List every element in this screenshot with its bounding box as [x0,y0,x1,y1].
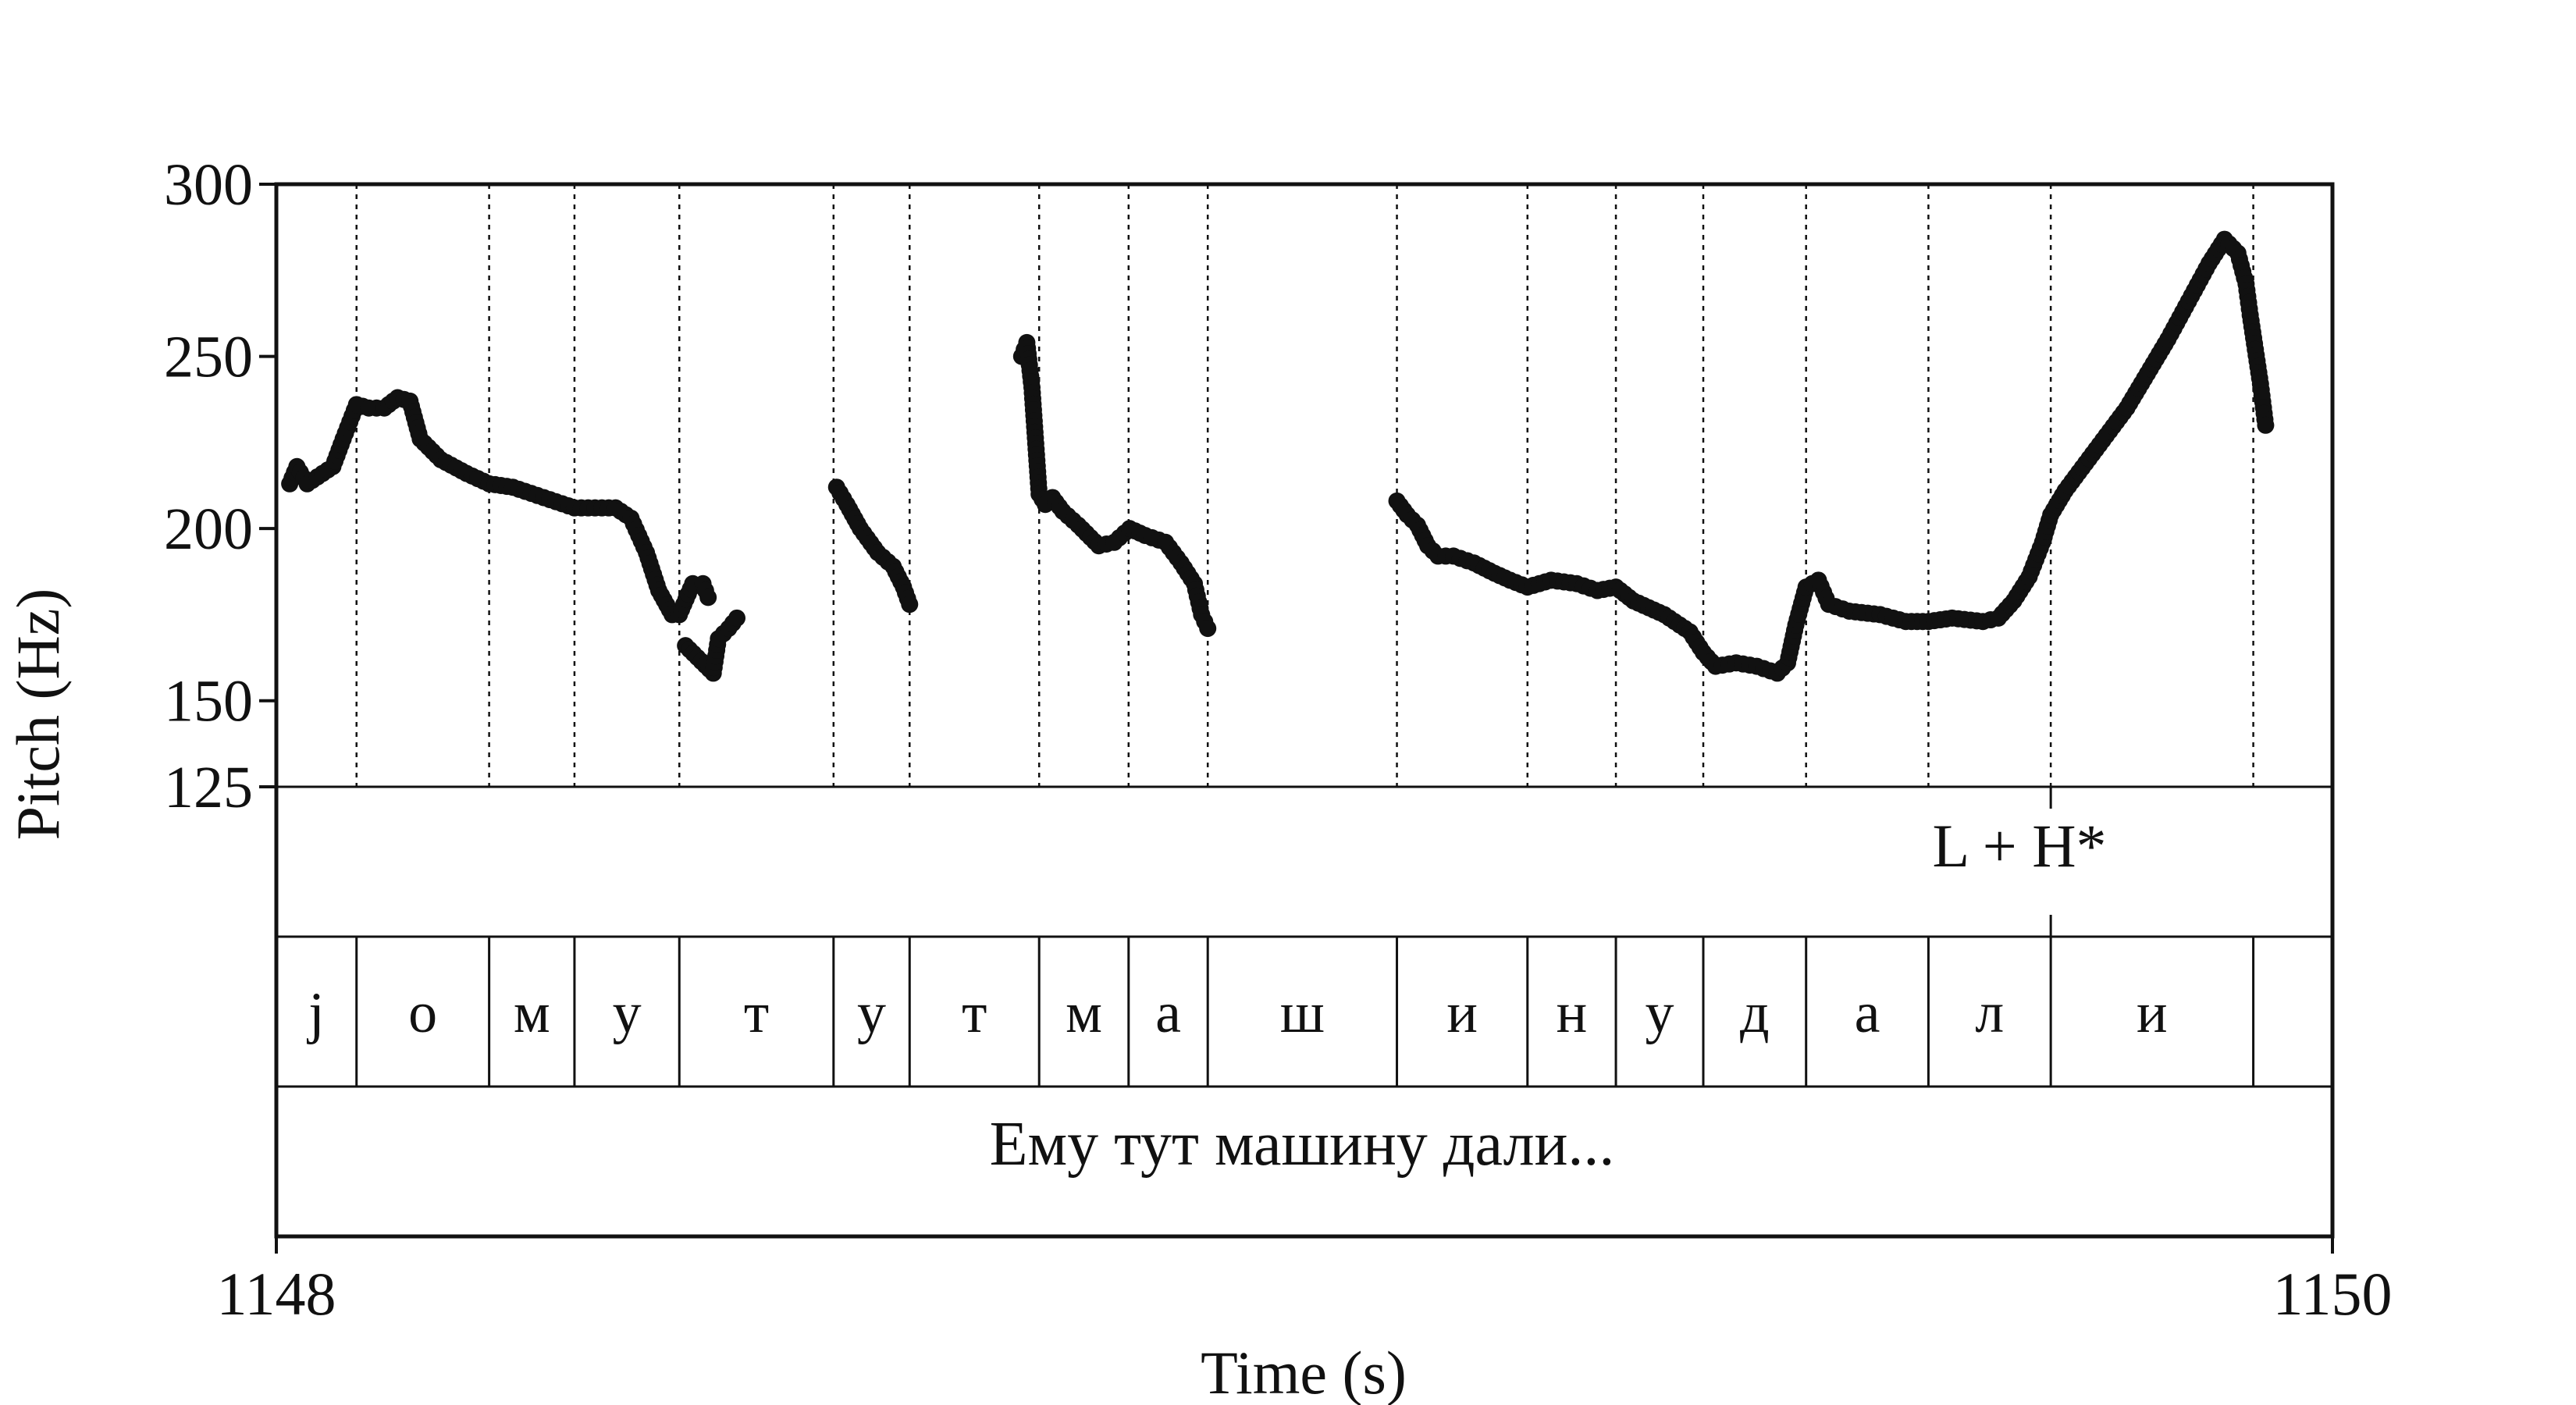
plot-frame [274,182,2335,1239]
segment-label: м [1066,981,1102,1045]
x-axis-label: Time (s) [1201,1339,1407,1405]
segment-label: и [2137,981,2168,1045]
segment-label: м [514,981,550,1045]
segment-label: т [744,981,769,1045]
segment-label: ш [1280,981,1325,1045]
x-tick-label: 1150 [2272,1260,2392,1328]
y-tick-label: 125 [164,755,253,820]
y-axis-label: Pitch (Hz) [4,589,72,841]
pitch-point [901,596,919,614]
y-axis: 125 150 200 250 300 [164,152,276,820]
boundary-lines [355,184,2254,787]
x-axis: 1148 1150 [216,1236,2393,1328]
x-tick-label: 1148 [216,1260,336,1328]
pitch-point [1199,620,1217,638]
y-tick-label: 300 [164,152,253,218]
segment-label: т [962,981,987,1045]
y-tick-label: 200 [164,496,253,562]
segment-label: а [1155,981,1181,1045]
y-tick-label: 250 [164,325,253,390]
segment-label: а [1855,981,1880,1045]
pitch-point [728,609,746,627]
y-tick-label: 150 [164,669,253,735]
segment-label: н [1557,981,1588,1045]
utterance-label: Ему тут машину дали... [990,1110,1615,1179]
segment-label: и [1446,981,1478,1045]
pitch-points [281,230,2275,682]
pitch-point [699,589,717,606]
tone-tier: L + H* [1932,787,2107,937]
segment-label: у [1646,981,1674,1045]
segment-label: у [857,981,886,1045]
segment-label: j [306,981,325,1045]
tier-dividers [276,785,2332,1088]
segment-label: у [613,981,642,1045]
pitch-point [2257,416,2275,434]
segment-label: д [1740,981,1770,1045]
segment-label: о [408,981,437,1045]
tone-label: L + H* [1932,812,2106,880]
utterance-tier: Ему тут машину дали... [990,1110,1615,1179]
segment-label: л [1975,981,2004,1045]
